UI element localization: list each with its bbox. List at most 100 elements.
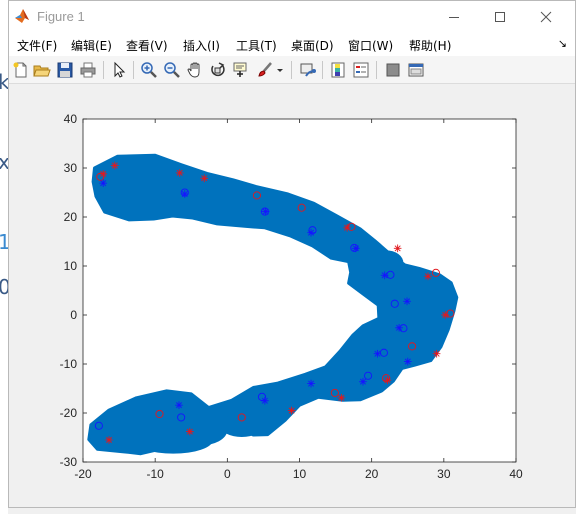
data-point-blue-circle <box>308 226 317 235</box>
y-tick-label: -30 <box>60 455 78 469</box>
data-point-blue-circle <box>177 413 186 422</box>
data-point-red-star <box>175 169 184 177</box>
menu-insert[interactable]: 插入(I) <box>183 39 220 53</box>
data-point-blue-star <box>395 323 403 332</box>
x-tick-label: -20 <box>74 467 92 481</box>
menu-tools[interactable]: 工具(T) <box>236 39 277 53</box>
data-point-red-star <box>186 427 194 436</box>
minimize-icon <box>449 16 459 18</box>
close-button[interactable] <box>523 1 569 32</box>
data-point-red-star <box>110 161 119 170</box>
x-tick-label: 40 <box>509 467 523 481</box>
toolbar-separator <box>291 61 292 79</box>
show-plot-tools-icon[interactable] <box>407 61 425 79</box>
data-point-red-star <box>337 394 346 402</box>
print-icon[interactable] <box>79 61 97 79</box>
data-point-red-circle <box>446 309 455 318</box>
data-point-red-circle <box>431 268 440 277</box>
brush-dropdown-icon[interactable] <box>276 61 284 79</box>
blob-lobe <box>337 348 384 375</box>
y-tick-label: 40 <box>64 112 78 126</box>
maximize-button[interactable] <box>477 1 523 32</box>
data-point-blue-circle <box>364 371 373 380</box>
title-bar[interactable]: Figure 1 <box>9 1 575 32</box>
toolbar-separator <box>103 61 104 79</box>
data-point-blue-star <box>307 379 315 388</box>
data-point-blue-star <box>261 207 270 216</box>
data-point-blue-star <box>351 244 360 253</box>
data-point-red-circle <box>96 172 105 181</box>
y-tick-label: 0 <box>70 308 77 322</box>
y-tick-label: -10 <box>60 357 78 371</box>
data-point-red-star <box>441 311 450 319</box>
menu-edit[interactable]: 编辑(E) <box>71 39 112 53</box>
marker-layer <box>94 161 455 444</box>
pan-icon[interactable] <box>186 61 204 79</box>
hide-plot-tools-icon[interactable] <box>384 61 402 79</box>
x-tick-label: 0 <box>224 467 231 481</box>
minimize-button[interactable] <box>431 1 477 32</box>
brush-icon[interactable] <box>256 61 274 79</box>
data-point-blue-star <box>359 377 367 386</box>
background-window-edge: k x 1 0 <box>0 0 11 514</box>
window-title: Figure 1 <box>37 9 85 24</box>
figure-toolbar <box>9 56 575 84</box>
data-point-red-circle <box>297 203 306 212</box>
matlab-logo-icon <box>15 9 29 23</box>
data-point-blue-star <box>380 271 389 280</box>
data-point-blue-circle <box>257 392 267 401</box>
figure-window: Figure 1 文件(F) 编辑(E) 查看(V) 插入(I) 工具(T) 桌… <box>8 0 576 508</box>
x-tick-label: -10 <box>146 467 164 481</box>
data-point-red-star <box>393 244 402 253</box>
data-point-blue-star <box>373 349 382 358</box>
x-tick-label: 10 <box>293 467 307 481</box>
data-point-blue-star <box>307 228 315 237</box>
data-point-blue-star <box>261 396 269 405</box>
menu-desktop[interactable]: 桌面(D) <box>291 39 334 53</box>
blob-lobe <box>220 413 264 438</box>
background-fragment: 0 <box>0 275 11 299</box>
data-point-red-star <box>343 223 351 232</box>
y-tick-label: 20 <box>64 210 78 224</box>
edit-plot-icon[interactable] <box>110 61 128 79</box>
data-point-blue-circle <box>260 207 269 216</box>
data-point-red-star <box>287 406 296 415</box>
colorbar-icon[interactable] <box>329 61 347 79</box>
rotate-3d-icon[interactable] <box>209 61 227 79</box>
data-cursor-icon[interactable] <box>232 61 250 79</box>
data-point-blue-circle <box>386 270 395 279</box>
data-point-red-circle <box>382 374 391 383</box>
zoom-in-icon[interactable] <box>140 61 158 79</box>
background-fragment: x <box>0 150 10 174</box>
data-point-blue-star <box>403 297 411 306</box>
dock-arrow-icon[interactable]: ↘ <box>557 38 567 50</box>
new-figure-icon[interactable] <box>12 61 30 79</box>
data-point-blue-star <box>180 190 189 198</box>
link-plot-icon[interactable] <box>299 61 317 79</box>
data-point-red-star <box>424 272 432 281</box>
data-point-blue-star <box>175 401 183 409</box>
menu-window[interactable]: 窗口(W) <box>348 39 394 53</box>
legend-icon[interactable] <box>352 61 370 79</box>
toolbar-separator <box>376 61 377 79</box>
background-fragment: 1 <box>0 230 11 254</box>
blob-lobe <box>368 250 404 276</box>
data-point-red-circle <box>155 409 164 419</box>
menu-help[interactable]: 帮助(H) <box>409 39 452 53</box>
data-point-red-star <box>432 349 441 358</box>
save-icon[interactable] <box>56 61 74 79</box>
blob-lobe <box>169 414 228 446</box>
y-tick-label: 10 <box>64 259 78 273</box>
toolbar-separator <box>322 61 323 79</box>
close-icon <box>540 11 552 22</box>
y-tick-label: 30 <box>64 161 78 175</box>
zoom-out-icon[interactable] <box>163 61 181 79</box>
open-file-icon[interactable] <box>33 61 51 79</box>
data-point-blue-circle <box>379 348 388 357</box>
menu-view[interactable]: 查看(V) <box>126 39 168 53</box>
menu-file[interactable]: 文件(F) <box>17 39 58 53</box>
maximize-icon <box>495 11 505 22</box>
data-point-red-circle <box>252 191 261 200</box>
data-point-red-star <box>99 170 108 178</box>
